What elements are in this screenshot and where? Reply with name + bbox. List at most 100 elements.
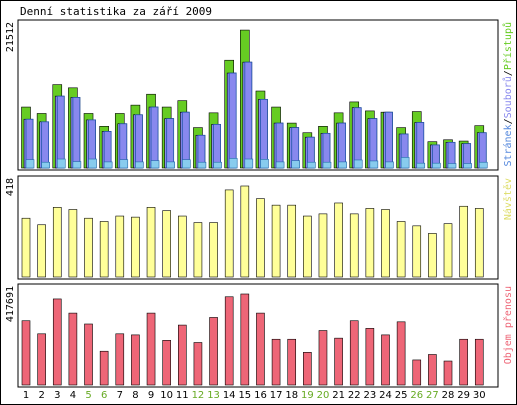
bar-visits-day-10 xyxy=(166,161,175,169)
bar-visits-day-2 xyxy=(41,161,50,169)
bar-bottom-day-11 xyxy=(178,324,187,386)
bar-visits-day-13 xyxy=(213,161,222,169)
bar-middle-day-24 xyxy=(381,209,390,278)
bar-middle-day-13 xyxy=(209,222,218,278)
x-tick-label-day-17: 17 xyxy=(270,390,283,401)
x-tick-label-day-25: 25 xyxy=(395,390,408,401)
bar-visits-day-14 xyxy=(228,158,238,169)
bar-middle-day-16 xyxy=(256,198,265,278)
x-tick-label-day-18: 18 xyxy=(285,390,298,401)
bar-middle-day-19 xyxy=(303,215,312,278)
bar-middle-day-8 xyxy=(131,216,140,278)
x-tick-label-day-19: 19 xyxy=(301,390,314,401)
panel-middle: 418 Návštěv xyxy=(5,175,514,280)
x-tick-label-day-10: 10 xyxy=(160,390,173,401)
bar-middle-day-14 xyxy=(224,189,234,278)
panel-top-max-label: 21512 xyxy=(5,22,16,52)
bar-pages-day-17 xyxy=(275,122,284,169)
panel-middle-legend: Návštěv xyxy=(502,178,514,220)
x-tick-label-day-6: 6 xyxy=(101,390,107,401)
x-tick-label-day-1: 1 xyxy=(23,390,29,401)
bar-pages-day-10 xyxy=(166,118,175,169)
x-tick-label-day-11: 11 xyxy=(176,390,189,401)
bar-bottom-day-25 xyxy=(396,321,406,386)
bar-bottom-day-9 xyxy=(146,312,156,386)
x-tick-label-day-2: 2 xyxy=(38,390,44,401)
bar-pages-day-26 xyxy=(416,122,425,169)
bar-middle-day-30 xyxy=(474,208,484,278)
bar-bottom-day-26 xyxy=(412,359,422,386)
bar-pages-day-21 xyxy=(338,122,347,169)
x-tick-label-day-23: 23 xyxy=(363,390,376,401)
bar-visits-day-12 xyxy=(197,161,207,169)
bar-visits-day-30 xyxy=(478,161,488,169)
bar-pages-day-2 xyxy=(41,121,50,169)
bar-middle-day-1 xyxy=(21,217,31,278)
bar-bottom-day-17 xyxy=(271,338,281,386)
bar-visits-day-6 xyxy=(103,161,113,169)
bar-bottom-day-10 xyxy=(162,340,171,386)
x-tick-label-day-15: 15 xyxy=(238,390,251,401)
bar-middle-day-29 xyxy=(459,205,468,278)
legend-part: Objem přenosu xyxy=(502,286,514,364)
legend-part: / xyxy=(503,118,514,124)
bar-bottom-day-19 xyxy=(303,352,312,386)
bar-bottom-day-28 xyxy=(443,360,453,386)
panel-middle-max-label: 418 xyxy=(5,178,16,196)
bar-visits-day-11 xyxy=(182,159,191,169)
bar-bottom-day-2 xyxy=(37,333,46,386)
panel-top-legend: Stránek/Souborů/Přístupů xyxy=(502,22,514,167)
bar-visits-day-22 xyxy=(353,159,363,169)
bar-bottom-day-3 xyxy=(52,298,62,386)
bar-middle-day-12 xyxy=(193,222,203,278)
bar-pages-day-23 xyxy=(369,118,378,169)
bar-visits-day-29 xyxy=(463,163,472,169)
bar-middle-day-17 xyxy=(271,204,281,278)
x-tick-label-day-30: 30 xyxy=(473,390,486,401)
x-tick-label-day-27: 27 xyxy=(426,390,439,401)
x-tick-label-day-16: 16 xyxy=(254,390,267,401)
bar-pages-day-15 xyxy=(244,61,253,169)
bar-visits-day-21 xyxy=(338,161,347,169)
x-tick-label-day-8: 8 xyxy=(132,390,138,401)
bar-middle-day-28 xyxy=(443,223,453,278)
bar-middle-day-5 xyxy=(84,217,93,278)
bar-bottom-day-8 xyxy=(131,334,140,386)
bar-middle-day-9 xyxy=(146,207,156,278)
bar-pages-day-14 xyxy=(228,72,237,169)
x-tick-label-day-20: 20 xyxy=(317,390,330,401)
bar-visits-day-9 xyxy=(150,160,160,169)
bar-middle-day-2 xyxy=(37,224,46,278)
bar-visits-day-5 xyxy=(88,158,97,169)
bar-bottom-day-27 xyxy=(428,354,437,386)
bar-visits-day-18 xyxy=(291,160,301,169)
x-tick-label-day-4: 4 xyxy=(70,390,76,401)
bar-pages-day-8 xyxy=(135,114,143,169)
x-tick-label-day-13: 13 xyxy=(207,390,220,401)
bar-pages-day-22 xyxy=(353,107,362,169)
bar-middle-day-20 xyxy=(318,213,328,278)
legend-part: Návštěv xyxy=(502,178,514,220)
bar-bottom-day-23 xyxy=(365,328,375,386)
bar-bottom-day-30 xyxy=(474,338,484,386)
bar-bottom-day-18 xyxy=(287,338,297,386)
bar-bottom-day-12 xyxy=(193,342,203,386)
bar-visits-day-24 xyxy=(385,161,394,169)
bar-visits-day-17 xyxy=(275,161,285,169)
bar-visits-day-7 xyxy=(119,159,129,169)
bar-middle-day-10 xyxy=(162,210,171,278)
panel-bottom-max-label: 417691 xyxy=(5,286,16,322)
bar-bottom-day-14 xyxy=(224,296,234,386)
bar-middle-day-26 xyxy=(412,225,422,278)
x-tick-label-day-3: 3 xyxy=(54,390,60,401)
panel-bottom-legend: Objem přenosu xyxy=(502,286,514,364)
legend-part: Souborů xyxy=(502,76,514,118)
bar-middle-day-21 xyxy=(334,202,343,278)
bar-visits-day-16 xyxy=(260,159,269,169)
bar-bottom-day-22 xyxy=(349,320,359,386)
bar-visits-day-4 xyxy=(72,161,82,169)
panel-bottom: 417691 Objem přenosu xyxy=(5,283,514,388)
bar-middle-day-11 xyxy=(178,215,187,278)
